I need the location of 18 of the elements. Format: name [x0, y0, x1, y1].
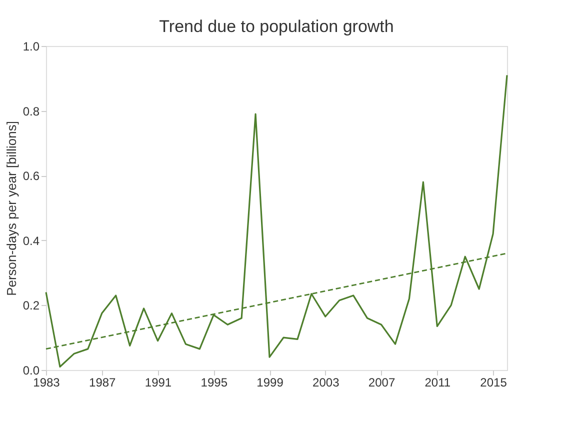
y-tick-label: 0.6	[22, 169, 40, 184]
chart-title: Trend due to population growth	[159, 17, 394, 36]
x-tick-label: 2007	[368, 376, 396, 390]
y-tick-label: 0.4	[22, 234, 40, 248]
y-axis-title: Person-days per year [billions]	[4, 121, 19, 296]
y-tick-label: 0.2	[22, 298, 40, 313]
y-tick-label: 1.0	[22, 40, 40, 54]
y-tick-label: 0.0	[22, 364, 40, 378]
x-tick-label: 1995	[200, 376, 228, 390]
x-tick-label: 2011	[424, 376, 451, 390]
x-tick-label: 1999	[256, 376, 284, 390]
x-tick-label: 2003	[312, 376, 340, 390]
y-tick-label: 0.8	[22, 104, 40, 118]
x-tick-label: 1983	[33, 376, 60, 390]
x-tick-label: 1991	[144, 376, 172, 390]
line-series	[45, 74, 508, 368]
x-tick-label: 1987	[89, 376, 116, 390]
x-tick-label: 2015	[480, 376, 508, 390]
